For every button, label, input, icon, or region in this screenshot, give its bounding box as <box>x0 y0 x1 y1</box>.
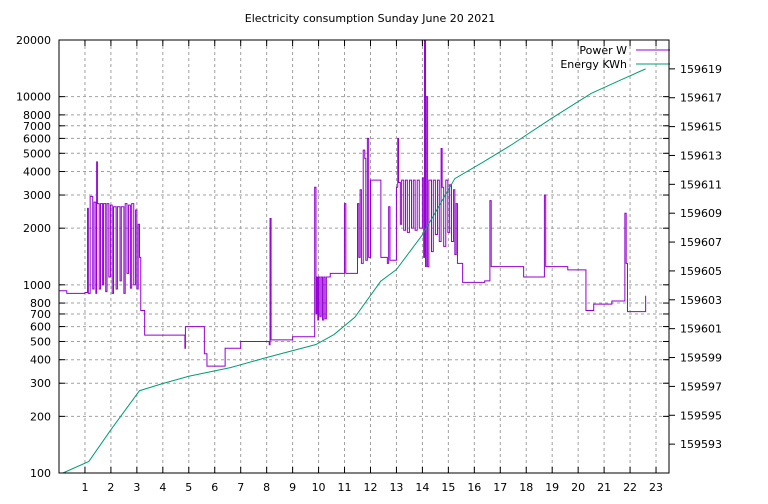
y-tick-label: 8000 <box>23 109 51 122</box>
y-tick-label: 500 <box>30 335 51 348</box>
legend: Power W Energy KWh <box>560 44 670 71</box>
y-tick-label: 7000 <box>23 120 51 133</box>
x-tick-label: 21 <box>597 481 611 494</box>
x-tick-label: 2 <box>107 481 114 494</box>
y-tick-label: 10000 <box>16 91 51 104</box>
energy-line <box>62 68 646 474</box>
x-tick-label: 6 <box>211 481 218 494</box>
series-layer <box>59 39 647 474</box>
chart-title: Electricity consumption Sunday June 20 2… <box>245 12 495 25</box>
y2-tick-label: 159615 <box>680 121 722 134</box>
y-tick-label: 100 <box>30 467 51 480</box>
y2-tick-label: 159599 <box>680 352 722 365</box>
y-tick-label: 800 <box>30 297 51 310</box>
y-tick-label: 5000 <box>23 147 51 160</box>
y2-tick-label: 159595 <box>680 409 722 422</box>
y-tick-label: 700 <box>30 308 51 321</box>
y2-tick-label: 159619 <box>680 63 722 76</box>
x-tick-label: 19 <box>545 481 559 494</box>
y2-tick-label: 159601 <box>680 323 722 336</box>
x-tick-label: 8 <box>263 481 270 494</box>
y2-tick-label: 159611 <box>680 178 722 191</box>
y-tick-label: 3000 <box>23 189 51 202</box>
y2-tick-label: 159607 <box>680 236 722 249</box>
x-tick-label: 9 <box>289 481 296 494</box>
x-tick-label: 22 <box>623 481 637 494</box>
grid <box>59 40 669 473</box>
legend-label-energy: Energy KWh <box>560 58 627 71</box>
y2-tick-label: 159605 <box>680 265 722 278</box>
x-tick-label: 11 <box>338 481 352 494</box>
y2-tick-label: 159597 <box>680 380 722 393</box>
x-tick-label: 1 <box>81 481 88 494</box>
power-line <box>59 39 647 367</box>
x-tick-label: 14 <box>415 481 429 494</box>
y2-tick-label: 159613 <box>680 149 722 162</box>
x-tick-label: 3 <box>133 481 140 494</box>
plot-border <box>58 39 670 474</box>
y2-tick-label: 159593 <box>680 438 722 451</box>
x-tick-label: 7 <box>237 481 244 494</box>
axes: 1 2 3 4 5 6 7 8 9 10 11 12 13 14 15 16 17 18 19 20 21 22 23100… <box>16 34 722 494</box>
y2-tick-label: 159617 <box>680 92 722 105</box>
y-tick-label: 1000 <box>23 279 51 292</box>
y2-tick-label: 159609 <box>680 207 722 220</box>
x-tick-label: 15 <box>441 481 455 494</box>
x-tick-label: 20 <box>571 481 585 494</box>
y-tick-label: 2000 <box>23 222 51 235</box>
y-tick-label: 200 <box>30 410 51 423</box>
y2-tick-label: 159603 <box>680 294 722 307</box>
x-tick-label: 18 <box>519 481 533 494</box>
y-tick-label: 6000 <box>23 132 51 145</box>
x-tick-label: 10 <box>312 481 326 494</box>
x-tick-label: 17 <box>493 481 507 494</box>
x-tick-label: 13 <box>389 481 403 494</box>
x-tick-label: 12 <box>363 481 377 494</box>
legend-label-power: Power W <box>579 44 627 57</box>
y-tick-label: 300 <box>30 377 51 390</box>
x-tick-label: 16 <box>467 481 481 494</box>
x-tick-label: 4 <box>159 481 166 494</box>
y-tick-label: 20000 <box>16 34 51 47</box>
y-tick-label: 4000 <box>23 166 51 179</box>
y-tick-label: 600 <box>30 321 51 334</box>
y-tick-label: 400 <box>30 354 51 367</box>
x-tick-label: 23 <box>649 481 663 494</box>
x-tick-label: 5 <box>185 481 192 494</box>
